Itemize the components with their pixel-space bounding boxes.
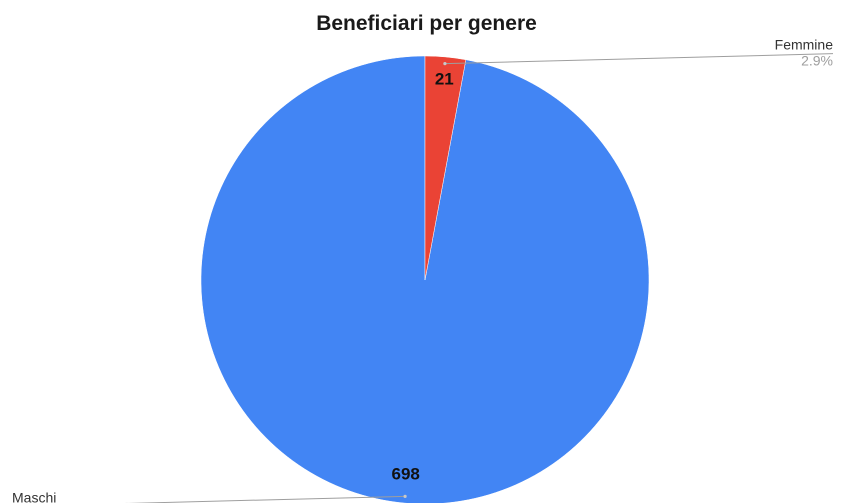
slice-value-label-maschi: 698 [392, 465, 420, 484]
slice-name-label-maschi: Maschi [12, 489, 56, 503]
pie-slice-femmine [424, 55, 467, 281]
leader-line-maschi [124, 495, 406, 503]
pie-slice-maschi [200, 55, 650, 503]
leader-dot-maschi [403, 494, 407, 498]
slice-value-label-femmine: 21 [435, 69, 454, 88]
slice-name-label-femmine: Femmine [775, 37, 834, 53]
leader-line-femmine [444, 53, 834, 65]
leader-dot-femmine [443, 62, 447, 66]
slice-percent-label-femmine: 2.9% [801, 53, 833, 69]
chart-title: Beneficiari per genere [316, 12, 537, 35]
